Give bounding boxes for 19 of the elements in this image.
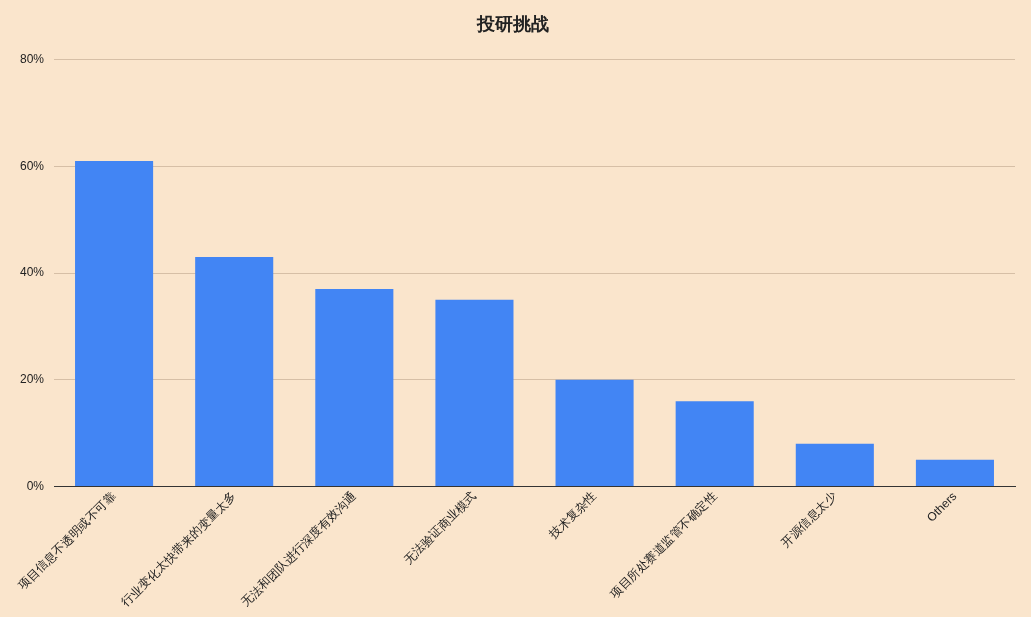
bar [675,401,754,487]
bar [795,443,874,487]
y-tick-label: 40% [19,265,45,280]
x-tick-label: 技术复杂性 [546,489,600,543]
bar [195,257,274,487]
chart-title: 投研挑战 [475,13,549,34]
bar [75,160,154,487]
x-tick-label: 无法验证商业模式 [401,489,479,567]
x-tick-label: 项目所处赛道监管不确定性 [607,489,720,601]
bar [435,299,514,487]
x-tick-label: 行业变化太快带来的变量太多 [118,489,239,610]
bar [315,289,394,487]
x-tick-label: 无法和团队进行深度有效沟通 [238,489,359,610]
y-tick-label: 20% [19,372,45,387]
x-tick-label: 开源信息太少 [778,489,840,550]
y-tick-label: 80% [19,51,45,66]
y-tick-label: 60% [19,158,45,173]
bar [915,459,994,487]
bar [555,379,634,487]
